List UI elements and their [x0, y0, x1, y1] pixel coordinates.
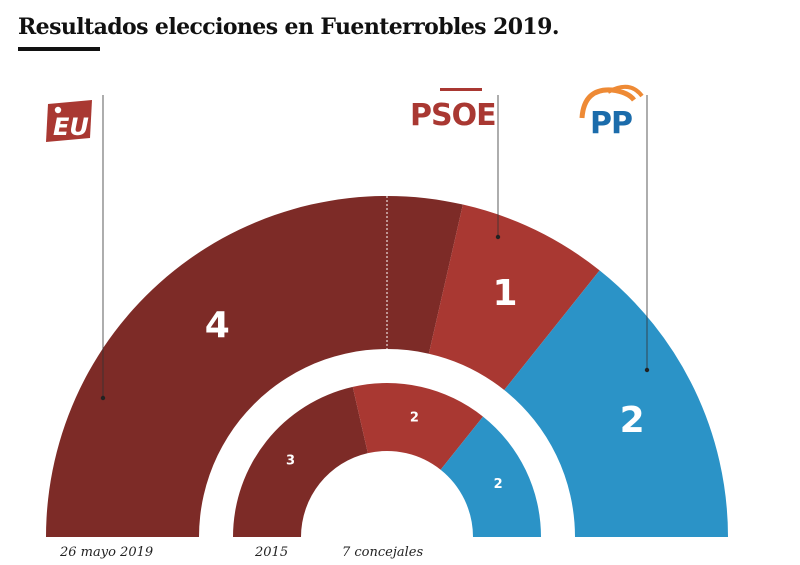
psoe-logo-icon: PSOE: [410, 88, 497, 133]
seat-label-2015-psoe: 2: [410, 410, 419, 425]
pp-logo-text: PP: [590, 106, 632, 141]
leader-dot-psoe: [495, 234, 501, 240]
seg-26-mayo-2019-psoe: [428, 204, 600, 391]
leader-dot-eu: [100, 395, 106, 401]
seat-label-26-mayo-2019-pp: 2: [620, 400, 645, 441]
ring-label-2015: 2015: [254, 545, 288, 560]
chart-rings: [46, 195, 728, 537]
iu-logo-icon: EU: [46, 100, 92, 142]
seg-2015-psoe: [352, 383, 484, 470]
seat-label-2015-pp: 2: [494, 477, 503, 492]
seg-2015-eu: [233, 386, 368, 537]
seat-label-26-mayo-2019-psoe: 1: [493, 273, 518, 314]
seat-label-2015-eu: 3: [286, 454, 295, 469]
seg-2015-pp: [440, 416, 541, 537]
seg-26-mayo-2019-eu: [46, 195, 463, 537]
iu-logo-text: EU: [53, 113, 89, 141]
psoe-logo-text: PSOE: [410, 98, 496, 133]
ring-label-2019: 26 mayo 2019: [59, 545, 153, 560]
chart-labels: 4 1 2 3 2 2: [205, 273, 645, 492]
title-underline: [18, 47, 100, 51]
seat-label-26-mayo-2019-eu: 4: [205, 305, 230, 346]
page-title: Resultados elecciones en Fuenterrobles 2…: [18, 14, 560, 40]
chart-guides: [100, 95, 650, 401]
seg-26-mayo-2019-pp: [504, 270, 728, 537]
pp-logo-icon: PP: [579, 84, 644, 141]
total-seats-annotation: 7 concejales: [342, 545, 423, 560]
leader-dot-pp: [644, 367, 650, 373]
